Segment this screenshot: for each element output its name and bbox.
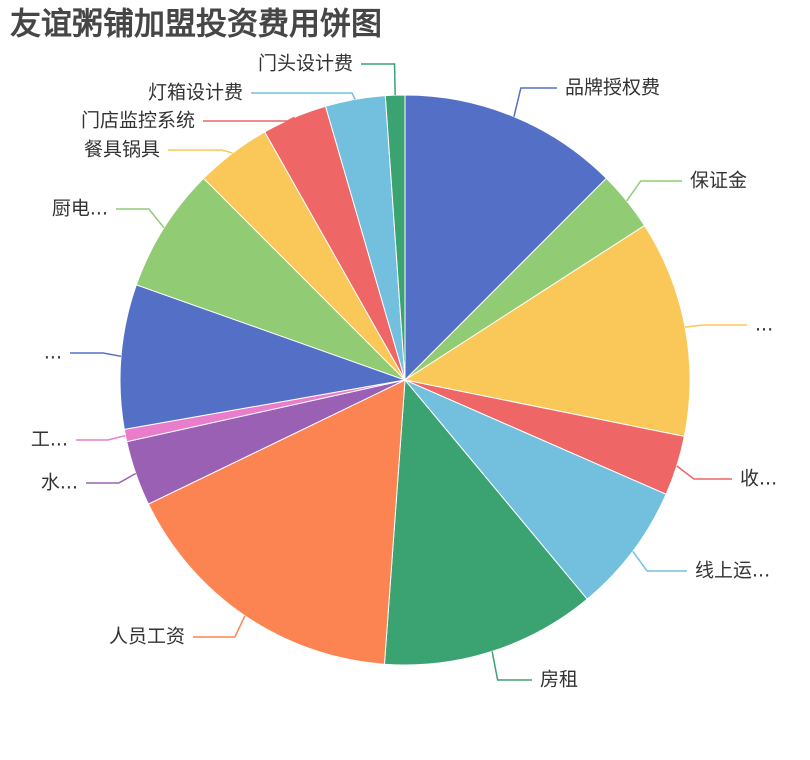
- pie-slice: [119, 284, 407, 430]
- slice-label: ...: [755, 314, 773, 336]
- pie-slice: [384, 94, 406, 381]
- slice-label: 品牌授权费: [565, 77, 660, 99]
- slice-label: 厨电...: [52, 198, 108, 220]
- slice-label: 工...: [31, 429, 68, 451]
- leader-line: [361, 63, 396, 96]
- chart-title: 友谊粥铺加盟投资费用饼图: [10, 7, 382, 43]
- leader-line: [203, 116, 295, 122]
- slice-label: 门头设计费: [258, 53, 353, 75]
- pie-slice: [135, 177, 406, 381]
- leader-line: [491, 651, 532, 681]
- leader-line: [76, 434, 126, 441]
- leader-line: [116, 208, 165, 229]
- slice-label: 灯箱设计费: [148, 82, 243, 104]
- leader-line: [86, 472, 137, 484]
- slice-label: 餐具锅具: [84, 139, 160, 161]
- slice-label: 房租: [540, 669, 578, 691]
- slice-label: ...: [44, 342, 62, 364]
- slice-label: 人员工资: [109, 626, 185, 648]
- leader-line: [168, 149, 233, 154]
- leader-line: [70, 352, 122, 358]
- pie: [119, 94, 691, 666]
- slice-label: 收...: [740, 468, 777, 490]
- leader-line: [632, 550, 687, 572]
- leader-line: [676, 465, 732, 480]
- leader-line: [513, 87, 557, 117]
- leader-line: [193, 615, 246, 638]
- pie-slice: [404, 94, 608, 382]
- slice-label: 水...: [41, 472, 78, 494]
- slice-label: 门店监控系统: [81, 110, 195, 132]
- leader-line: [684, 324, 747, 328]
- leader-line: [251, 92, 356, 100]
- slice-label: 保证金: [690, 170, 747, 192]
- slice-label: 线上运...: [695, 560, 770, 582]
- leader-line: [626, 180, 682, 202]
